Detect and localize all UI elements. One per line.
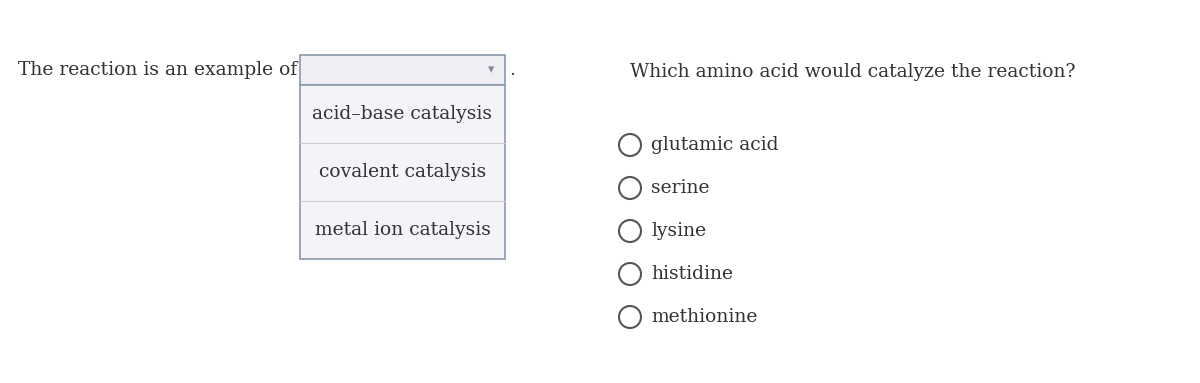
Text: Which amino acid would catalyze the reaction?: Which amino acid would catalyze the reac… [630, 63, 1075, 81]
Circle shape [619, 134, 641, 156]
Circle shape [619, 177, 641, 199]
Text: The reaction is an example of: The reaction is an example of [18, 61, 298, 79]
Text: glutamic acid: glutamic acid [650, 136, 779, 154]
Circle shape [619, 220, 641, 242]
Text: metal ion catalysis: metal ion catalysis [314, 221, 491, 239]
Text: serine: serine [650, 179, 709, 197]
Text: .: . [509, 61, 515, 79]
Circle shape [619, 263, 641, 285]
Text: methionine: methionine [650, 308, 757, 326]
FancyBboxPatch shape [300, 55, 505, 85]
Text: covalent catalysis: covalent catalysis [319, 163, 486, 181]
Text: acid–base catalysis: acid–base catalysis [312, 105, 492, 123]
Circle shape [619, 306, 641, 328]
Text: lysine: lysine [650, 222, 706, 240]
Text: histidine: histidine [650, 265, 733, 283]
Text: ▾: ▾ [488, 64, 494, 77]
FancyBboxPatch shape [300, 85, 505, 259]
